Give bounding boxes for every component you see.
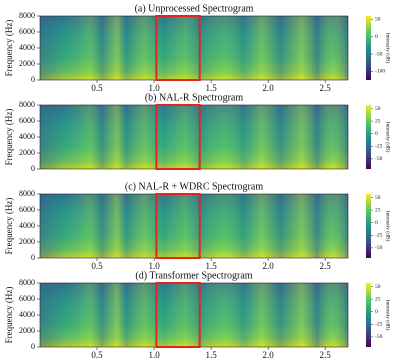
colorbar-tick-label: 0 <box>375 220 378 226</box>
y-tick-label: 6000 <box>19 27 35 36</box>
colorbar-tick-label: 25 <box>375 207 381 213</box>
x-tick-label: 2.0 <box>263 83 275 93</box>
colorbar-tick-label: 50 <box>375 17 381 23</box>
colorbar-tick-label: -25 <box>375 144 383 150</box>
y-tick-label: 0 <box>31 253 35 262</box>
colorbar-tick-label: -50 <box>375 156 383 162</box>
panel-title: (a) Unprocessed Spectrogram <box>135 3 254 14</box>
y-tick-label: 6000 <box>19 294 35 303</box>
highlight-box <box>155 193 201 259</box>
x-tick-label: 1.0 <box>148 83 160 93</box>
y-axis-label: Frequency (Hz) <box>4 198 14 255</box>
x-tick-label: 1.5 <box>205 350 217 360</box>
colorbar <box>366 105 371 169</box>
y-tick-label: 0 <box>31 342 35 351</box>
y-tick-label: 4000 <box>19 310 35 319</box>
x-tick-label: 2.5 <box>320 83 332 93</box>
x-tick-label: 1.0 <box>148 261 160 271</box>
x-tick-label: 0.5 <box>91 83 103 93</box>
y-tick-label: 0 <box>31 164 35 173</box>
colorbar-tick-label: 25 <box>375 296 381 302</box>
y-tick-label: 6000 <box>19 205 35 214</box>
y-tick-label: 2000 <box>19 59 35 68</box>
y-tick-label: 4000 <box>19 221 35 230</box>
x-tick-label: 2.5 <box>320 261 332 271</box>
x-tick-label: 1.0 <box>148 350 160 360</box>
y-tick-label: 2000 <box>19 237 35 246</box>
colorbar-label: Intensity (dB) <box>385 122 392 153</box>
y-tick-label: 6000 <box>19 116 35 125</box>
colorbar-tick-label: 25 <box>375 118 381 124</box>
x-tick-label: 0.5 <box>91 350 103 360</box>
colorbar-tick-label: 0 <box>375 309 378 315</box>
colorbar-tick-label: -100 <box>375 69 385 75</box>
panel-title: (c) NAL-R + WDRC Spectrogram <box>125 181 263 192</box>
colorbar <box>366 194 371 258</box>
y-tick-label: 8000 <box>19 100 35 109</box>
x-tick-label: 2.0 <box>263 350 275 360</box>
colorbar-tick-label: 0 <box>375 131 378 137</box>
y-tick-label: 0 <box>31 75 35 84</box>
y-axis-label: Frequency (Hz) <box>4 287 14 344</box>
y-tick-label: 8000 <box>19 189 35 198</box>
colorbar-label: Intensity (dB) <box>385 33 392 64</box>
colorbar-tick-label: -50 <box>375 51 383 57</box>
y-tick-label: 4000 <box>19 132 35 141</box>
x-tick-label: 1.5 <box>205 83 217 93</box>
x-tick-label: 2.5 <box>320 350 332 360</box>
colorbar-tick-label: 50 <box>375 106 381 112</box>
colorbar-tick-label: 50 <box>375 284 381 290</box>
colorbar-tick-label: -50 <box>375 245 383 251</box>
spectrogram-texture <box>40 16 348 80</box>
colorbar-label: Intensity (dB) <box>385 300 392 331</box>
colorbar <box>366 16 371 80</box>
colorbar-tick-label: -25 <box>375 322 383 328</box>
y-axis-label: Frequency (Hz) <box>4 20 14 77</box>
y-tick-label: 8000 <box>19 278 35 287</box>
highlight-box <box>155 104 201 170</box>
y-axis-label: Frequency (Hz) <box>4 109 14 166</box>
y-tick-label: 2000 <box>19 326 35 335</box>
colorbar-label: Intensity (dB) <box>385 211 392 242</box>
spectrogram-texture <box>40 194 348 258</box>
y-tick-label: 8000 <box>19 11 35 20</box>
spectrogram-texture <box>40 283 348 347</box>
x-tick-label: 2.0 <box>263 261 275 271</box>
panel-title: (d) Transformer Spectrogram <box>135 270 252 281</box>
highlight-box <box>155 282 201 348</box>
highlight-box <box>155 15 201 81</box>
colorbar-tick-label: -25 <box>375 233 383 239</box>
y-tick-label: 2000 <box>19 148 35 157</box>
colorbar-tick-label: -50 <box>375 334 383 340</box>
colorbar-tick-label: 0 <box>375 34 378 40</box>
colorbar-tick-label: 50 <box>375 195 381 201</box>
x-tick-label: 0.5 <box>91 261 103 271</box>
x-tick-label: 1.5 <box>205 261 217 271</box>
spectrogram-texture <box>40 105 348 169</box>
y-tick-label: 4000 <box>19 43 35 52</box>
colorbar <box>366 283 371 347</box>
panel-title: (b) NAL-R Spectrogram <box>145 92 244 103</box>
